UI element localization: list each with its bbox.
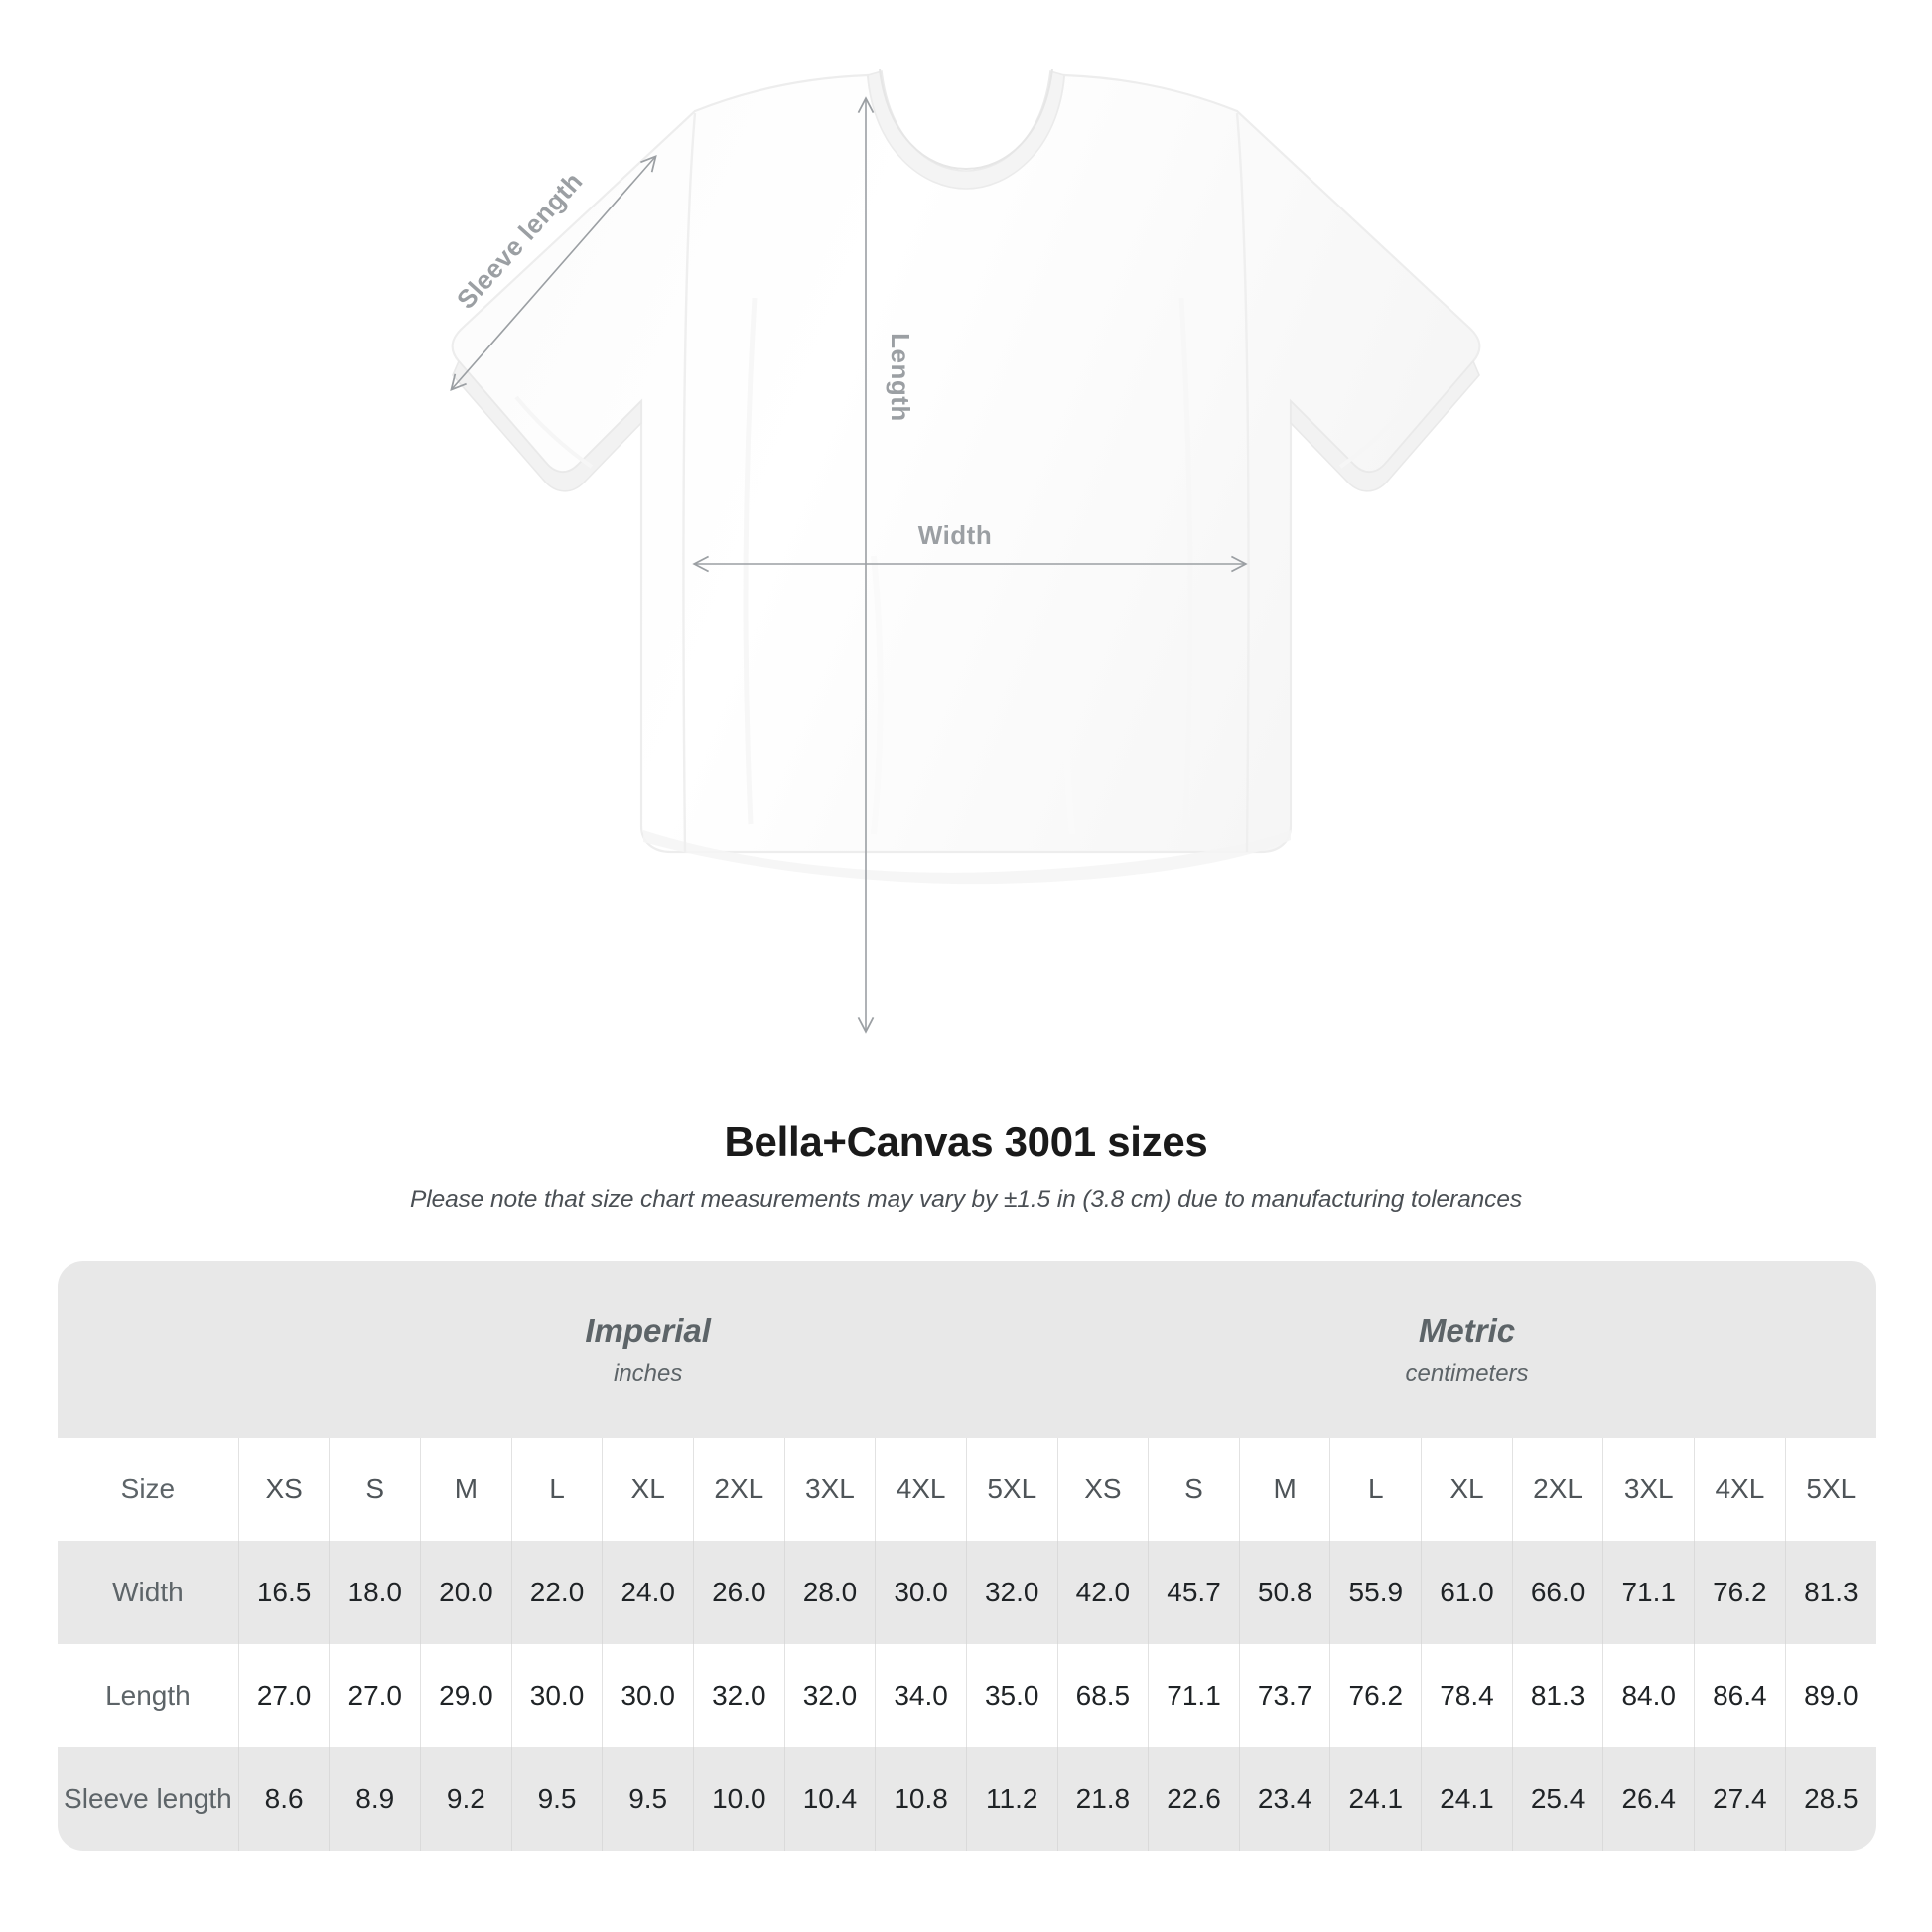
page-title: Bella+Canvas 3001 sizes (724, 1118, 1208, 1165)
measurement-cell: 61.0 (1421, 1541, 1513, 1644)
size-column-header: 3XL (1602, 1438, 1695, 1541)
unit-group-name: Metric (1418, 1312, 1516, 1350)
tshirt-illustration (451, 69, 1481, 885)
measurement-cell: 32.0 (965, 1541, 1058, 1644)
measurement-cell: 28.5 (1784, 1747, 1876, 1851)
size-column-header: 2XL (1511, 1438, 1603, 1541)
unit-group-name: Imperial (585, 1312, 711, 1350)
measurement-cell: 18.0 (329, 1541, 421, 1644)
measurement-cell: 26.4 (1602, 1747, 1695, 1851)
size-column-header: 2XL (693, 1438, 785, 1541)
measurement-cell: 10.4 (783, 1747, 876, 1851)
measurement-cell: 20.0 (420, 1541, 512, 1644)
size-column-header: XS (1056, 1438, 1149, 1541)
table-row: Sleeve length 8.6 8.9 9.2 9.5 9.5 10.0 10.4 10.8… (58, 1747, 1876, 1851)
measurement-cell: 23.4 (1238, 1747, 1330, 1851)
measurement-cell: 8.9 (329, 1747, 421, 1851)
size-header-row: Size XS S M L XL 2XL 3XL 4XL 5XL XS S M L XL 2XL 3XL 4XL 5… (58, 1438, 1876, 1541)
measurement-cell: 71.1 (1602, 1541, 1695, 1644)
measurement-cell: 11.2 (965, 1747, 1058, 1851)
length-label: Length (886, 333, 915, 422)
size-column-header: S (329, 1438, 421, 1541)
size-column-header: L (1329, 1438, 1422, 1541)
measurement-cell: 22.0 (510, 1541, 603, 1644)
measurement-cell: 8.6 (237, 1747, 330, 1851)
table-row: Length 27.0 27.0 29.0 30.0 30.0 32.0 32.0 34.0 35… (58, 1644, 1876, 1747)
size-column-header: XL (1421, 1438, 1513, 1541)
page-subtitle: Please note that size chart measurements… (410, 1186, 1522, 1214)
size-column-header: 5XL (1784, 1438, 1876, 1541)
unit-group-unit: centimeters (1405, 1359, 1529, 1387)
measurement-cell: 27.0 (237, 1644, 330, 1747)
measurement-cell: 55.9 (1329, 1541, 1422, 1644)
table-row: Width 16.5 18.0 20.0 22.0 24.0 26.0 28.0 30.0 32.… (58, 1541, 1876, 1644)
measurement-cell: 30.0 (602, 1644, 694, 1747)
measurement-cell: 34.0 (875, 1644, 967, 1747)
row-label: Length (58, 1644, 239, 1747)
size-column-header: M (1238, 1438, 1330, 1541)
size-header-label: Size (58, 1438, 239, 1541)
measurement-cell: 81.3 (1511, 1644, 1603, 1747)
unit-banner-row: Imperial inches Metric centimeters (58, 1261, 1876, 1438)
measurement-cell: 10.8 (875, 1747, 967, 1851)
width-label: Width (918, 520, 992, 550)
measurement-cell: 68.5 (1056, 1644, 1149, 1747)
measurement-cell: 24.1 (1329, 1747, 1422, 1851)
measurement-cell: 35.0 (965, 1644, 1058, 1747)
measurement-cell: 71.1 (1148, 1644, 1240, 1747)
measurement-cell: 89.0 (1784, 1644, 1876, 1747)
measurement-cell: 9.2 (420, 1747, 512, 1851)
measurement-cell: 50.8 (1238, 1541, 1330, 1644)
measurement-cell: 78.4 (1421, 1644, 1513, 1747)
sleeve-length-dimension-arrow (450, 154, 657, 392)
measurement-cell: 73.7 (1238, 1644, 1330, 1747)
measurement-cell: 25.4 (1511, 1747, 1603, 1851)
size-column-header: M (420, 1438, 512, 1541)
unit-group-imperial: Imperial inches (238, 1261, 1058, 1438)
measurement-cell: 76.2 (1329, 1644, 1422, 1747)
measurement-cell: 86.4 (1694, 1644, 1786, 1747)
unit-banner-spacer (58, 1261, 239, 1438)
size-column-header: S (1148, 1438, 1240, 1541)
measurement-cell: 81.3 (1784, 1541, 1876, 1644)
measurement-cell: 24.0 (602, 1541, 694, 1644)
measurement-cell: 30.0 (510, 1644, 603, 1747)
measurement-cell: 45.7 (1148, 1541, 1240, 1644)
measurement-cell: 30.0 (875, 1541, 967, 1644)
measurement-cell: 76.2 (1694, 1541, 1786, 1644)
measurement-cell: 28.0 (783, 1541, 876, 1644)
measurement-cell: 24.1 (1421, 1747, 1513, 1851)
measurement-cell: 16.5 (237, 1541, 330, 1644)
measurement-cell: 22.6 (1148, 1747, 1240, 1851)
measurement-cell: 42.0 (1056, 1541, 1149, 1644)
row-label: Width (58, 1541, 239, 1644)
unit-group-metric: Metric centimeters (1057, 1261, 1876, 1438)
tshirt-measurement-diagram: Width Length Sleeve length (450, 69, 1481, 1034)
row-label: Sleeve length (58, 1747, 239, 1851)
measurement-cell: 26.0 (693, 1541, 785, 1644)
measurement-cell: 9.5 (602, 1747, 694, 1851)
unit-group-unit: inches (613, 1359, 683, 1387)
size-column-header: 4XL (1694, 1438, 1786, 1541)
measurement-cell: 84.0 (1602, 1644, 1695, 1747)
chart-heading-block: Bella+Canvas 3001 sizes Please note that… (0, 1117, 1932, 1214)
size-column-header: 5XL (965, 1438, 1058, 1541)
size-column-header: L (510, 1438, 603, 1541)
size-column-header: 4XL (875, 1438, 967, 1541)
size-column-header: 3XL (783, 1438, 876, 1541)
size-column-header: XL (602, 1438, 694, 1541)
measurement-cell: 66.0 (1511, 1541, 1603, 1644)
measurement-cell: 29.0 (420, 1644, 512, 1747)
measurement-cell: 27.0 (329, 1644, 421, 1747)
size-column-header: XS (237, 1438, 330, 1541)
measurement-cell: 32.0 (783, 1644, 876, 1747)
measurement-cell: 10.0 (693, 1747, 785, 1851)
measurement-cell: 21.8 (1056, 1747, 1149, 1851)
measurement-cell: 27.4 (1694, 1747, 1786, 1851)
size-chart-table-wrapper: Imperial inches Metric centimeters Size XS S M L… (58, 1261, 1876, 1851)
measurement-cell: 32.0 (693, 1644, 785, 1747)
measurement-cell: 9.5 (510, 1747, 603, 1851)
size-chart-table: Imperial inches Metric centimeters Size XS S M L… (58, 1261, 1876, 1851)
